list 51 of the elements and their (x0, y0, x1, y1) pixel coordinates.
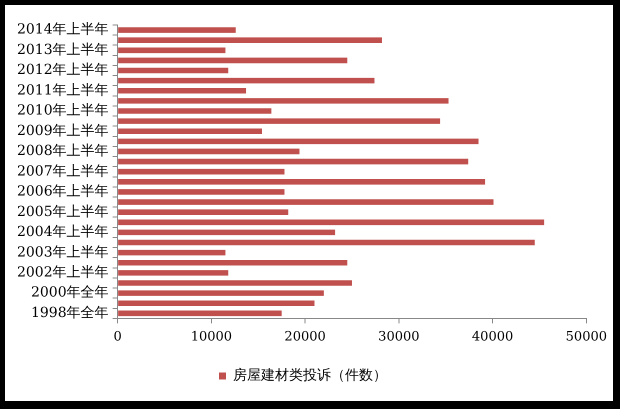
bar (118, 118, 440, 124)
bar (118, 250, 226, 256)
bar (118, 27, 236, 33)
bar (118, 168, 284, 174)
y-tick-label: 2011年上半年 (16, 82, 109, 98)
x-tick-label: 20000 (284, 330, 326, 345)
y-tick-label: 2005年上半年 (16, 204, 109, 220)
y-tick-label: 2010年上半年 (16, 102, 109, 119)
bar (118, 230, 336, 236)
y-tick-label: 2014年上半年 (16, 22, 109, 38)
y-tick-label: 2013年上半年 (16, 42, 109, 58)
bar (118, 158, 468, 164)
bar (118, 108, 272, 114)
bar (118, 37, 382, 43)
x-tick-label: 0 (113, 330, 122, 345)
y-tick-label: 2007年上半年 (16, 163, 109, 180)
x-tick-label: 30000 (378, 330, 420, 345)
bar (118, 209, 288, 215)
bar (118, 189, 284, 195)
bar (118, 240, 535, 246)
bar (118, 199, 494, 205)
bar (118, 280, 352, 286)
bar (118, 138, 479, 144)
bar (118, 98, 449, 104)
y-tick-label: 1998年全年 (30, 304, 109, 321)
bar (118, 179, 486, 185)
bar (118, 68, 228, 74)
bar (118, 88, 246, 94)
y-tick-label: 2004年上半年 (16, 224, 109, 240)
bar (118, 300, 314, 306)
bar (118, 270, 228, 276)
bar (118, 148, 300, 154)
y-tick-label: 2002年上半年 (16, 264, 109, 281)
bar (118, 128, 262, 134)
x-tick-label: 40000 (472, 330, 514, 345)
legend-label: 房屋建材类投诉（件数） (233, 368, 387, 384)
bar (118, 260, 348, 266)
x-tick-label: 50000 (566, 330, 607, 345)
y-tick-label: 2000年全年 (30, 284, 109, 301)
bar (118, 220, 544, 226)
bar (118, 48, 226, 54)
y-tick-label: 2008年上半年 (16, 143, 109, 160)
y-tick-label: 2012年上半年 (16, 62, 109, 78)
bar (118, 58, 348, 64)
y-tick-label: 2006年上半年 (16, 184, 109, 200)
x-tick-label: 10000 (190, 330, 232, 345)
y-tick-label: 2003年上半年 (16, 244, 109, 260)
bar (118, 310, 282, 316)
bar (118, 78, 374, 84)
y-tick-label: 2009年上半年 (16, 122, 109, 139)
bar (118, 290, 324, 296)
